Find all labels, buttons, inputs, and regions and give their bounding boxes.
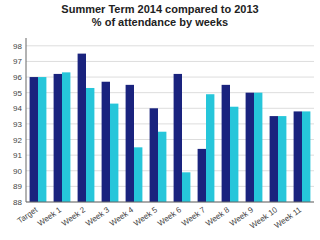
x-tick-label: Week 8 xyxy=(204,205,232,228)
x-tick-label: Week 4 xyxy=(108,205,136,228)
y-tick-label: 89 xyxy=(13,182,22,191)
y-tick-label: 97 xyxy=(13,57,22,66)
bar xyxy=(206,94,214,202)
title: Summer Term 2014 compared to 2013% of at… xyxy=(61,3,258,28)
bar xyxy=(62,72,70,202)
y-tick-label: 92 xyxy=(13,136,22,145)
bar xyxy=(86,88,94,202)
bar xyxy=(110,104,118,202)
bar xyxy=(230,107,238,202)
bar xyxy=(246,93,254,202)
bar xyxy=(198,149,206,202)
y-tick-label: 91 xyxy=(13,151,22,160)
x-tick-label: Week 2 xyxy=(60,205,88,228)
y-axis xyxy=(26,38,27,202)
x-tick-label: Week 11 xyxy=(273,205,304,230)
bar xyxy=(126,85,134,202)
bar xyxy=(278,116,286,202)
bar xyxy=(38,77,46,202)
x-tick-label: Week 7 xyxy=(180,205,208,228)
bar xyxy=(78,54,86,202)
chart: Summer Term 2014 compared to 2013% of at… xyxy=(0,0,320,240)
bar xyxy=(222,85,230,202)
y-tick-label: 94 xyxy=(13,104,22,113)
y-tick-label: 88 xyxy=(13,198,22,207)
y-tick-label: 95 xyxy=(13,89,22,98)
bar xyxy=(174,74,182,202)
y-tick-label: 90 xyxy=(13,167,22,176)
y-tick-label: 93 xyxy=(13,120,22,129)
bar xyxy=(294,111,302,202)
y-tick-label: 98 xyxy=(13,42,22,51)
x-tick-label: Week 5 xyxy=(132,205,160,228)
bars xyxy=(30,54,311,202)
x-axis xyxy=(26,202,314,203)
bar xyxy=(102,82,110,202)
x-tick-label: Week 3 xyxy=(84,205,112,228)
bar xyxy=(254,93,262,202)
bar xyxy=(302,111,310,202)
grid-line xyxy=(26,45,314,46)
bar xyxy=(30,77,38,202)
x-tick-label: Week 1 xyxy=(36,205,64,228)
bar xyxy=(134,147,142,202)
bar xyxy=(150,108,158,202)
grid-line xyxy=(26,202,314,203)
bar xyxy=(182,172,190,202)
bar xyxy=(158,132,166,202)
x-tick-label: Week 6 xyxy=(156,205,184,228)
bar xyxy=(270,116,278,202)
y-tick-label: 96 xyxy=(13,73,22,82)
grid-line xyxy=(26,61,314,62)
bar xyxy=(54,74,62,202)
